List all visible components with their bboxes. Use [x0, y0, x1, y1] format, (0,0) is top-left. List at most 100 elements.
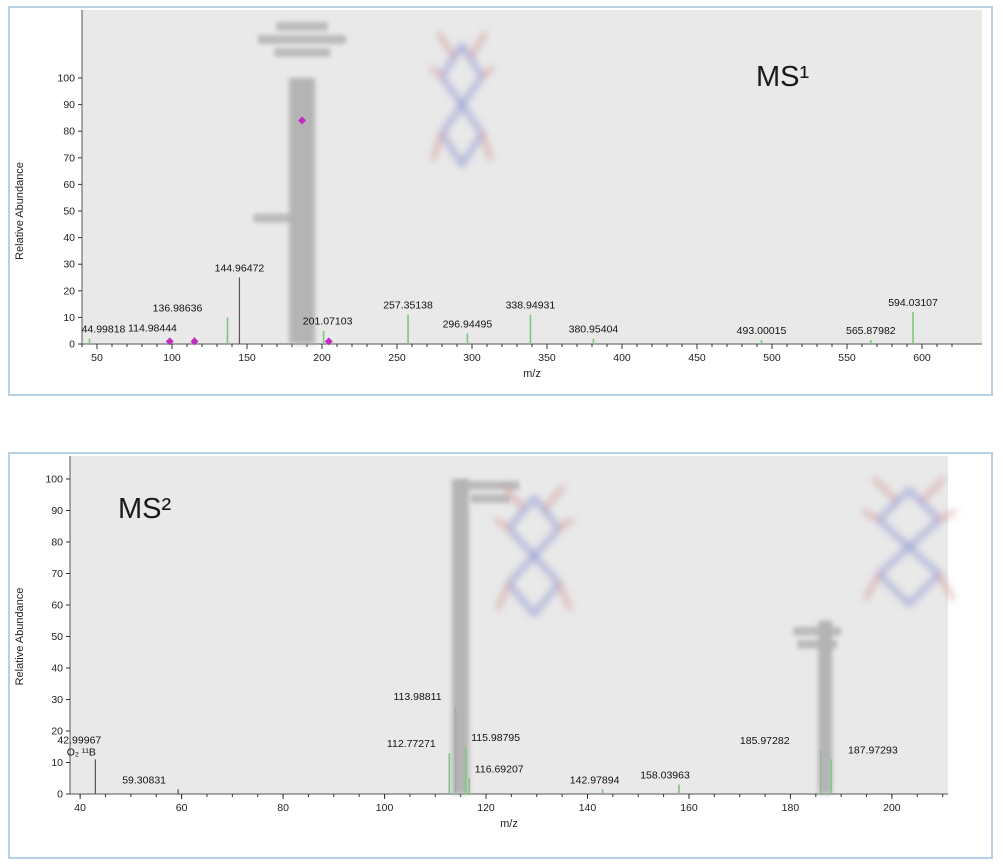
y-tick-label: 0 [57, 789, 63, 801]
peak-label: 113.98811 [393, 691, 441, 703]
y-tick-label: 20 [63, 285, 75, 297]
peak-label: 136.98636 [153, 302, 203, 314]
peak-label: 115.98795 [471, 732, 520, 744]
peak-label: 380.95404 [569, 324, 619, 336]
y-tick-label: 70 [63, 152, 75, 164]
peak-label: 257.35138 [383, 300, 433, 312]
peak-label: 493.00015 [737, 325, 787, 337]
ms2-chart: 0 10 20 30 40 50 60 70 80 90 100 40 60 80 100 120 140 160… [14, 456, 956, 830]
x-tick-label: 500 [763, 352, 781, 364]
x-tick-label: 250 [388, 352, 406, 364]
axes: 0 10 20 30 40 50 60 70 80 90 100 50 100 150 200 250 300 3… [57, 10, 982, 364]
peak-label: 59.30831 [122, 774, 166, 786]
x-tick-label: 200 [313, 352, 331, 364]
peak-label: 112.77271 [387, 738, 436, 750]
blurred-peak-label [274, 48, 331, 57]
x-tick-label: 180 [782, 802, 800, 814]
axes: 0 10 20 30 40 50 60 70 80 90 100 40 60 80 100 120 140 160… [45, 456, 948, 814]
peak-label: 142.97894 [570, 774, 620, 786]
x-tick-label: 300 [463, 352, 481, 364]
blurred-peak-label [797, 639, 838, 649]
x-tick-label: 140 [579, 802, 597, 814]
y-tick-label: 60 [51, 600, 63, 612]
peak-label: 187.97293 [848, 744, 898, 756]
y-tick-label: 100 [57, 73, 75, 85]
y-tick-label: 90 [63, 99, 75, 111]
blurred-main-peak [451, 479, 469, 794]
peak-label: 594.03107 [888, 297, 938, 309]
y-tick-label: 60 [63, 179, 75, 191]
x-tick-label: 160 [680, 802, 698, 814]
y-axis-title: Relative Abundance [14, 588, 26, 686]
y-tick-label: 30 [63, 259, 75, 271]
x-tick-label: 450 [688, 352, 706, 364]
x-tick-label: 550 [838, 352, 856, 364]
magenta-diamond-marker [298, 116, 307, 125]
x-axis-title: m/z [500, 818, 518, 830]
peak-label: 114.98444 [128, 322, 177, 334]
peak-sub-label: O₂ ¹¹B [67, 746, 96, 758]
ms2-spectrum-panel: 0 10 20 30 40 50 60 70 80 90 100 40 60 80 100 120 140 160… [8, 452, 993, 859]
blurred-annotation [253, 213, 298, 223]
x-tick-label: 60 [176, 802, 188, 814]
chart-title: MS¹ [756, 61, 810, 93]
magenta-diamond-marker [190, 337, 199, 346]
magenta-diamond-marker [165, 337, 174, 346]
blurred-main-peak [818, 620, 833, 794]
x-tick-label: 50 [91, 352, 103, 364]
peak-label: 338.94931 [506, 300, 556, 312]
y-tick-label: 0 [69, 339, 75, 351]
blurred-peak-label [793, 626, 842, 636]
blurred-peak-label [276, 22, 329, 31]
y-tick-label: 20 [51, 726, 63, 738]
magenta-diamond-marker [324, 337, 333, 346]
peak-label: 44.99818 [82, 324, 126, 336]
x-tick-label: 400 [613, 352, 631, 364]
blurred-peak-label [470, 494, 511, 503]
y-tick-label: 50 [63, 206, 75, 218]
peak-label: 185.97282 [740, 735, 790, 747]
x-tick-label: 100 [163, 352, 181, 364]
y-tick-label: 80 [51, 537, 63, 549]
x-axis-title: m/z [523, 368, 541, 380]
plot-area-background [70, 456, 948, 794]
chart-title: MS² [118, 493, 172, 525]
peak-label: 42.99967 [57, 734, 101, 746]
peak-label: 144.96472 [215, 263, 265, 275]
plot-area-background [82, 10, 982, 344]
y-axis-title: Relative Abundance [14, 162, 26, 260]
x-tick-label: 600 [913, 352, 931, 364]
molecular-structure-blurred [862, 477, 956, 607]
peak-label: 116.69207 [475, 763, 524, 775]
x-tick-label: 150 [238, 352, 256, 364]
x-tick-label: 40 [74, 802, 86, 814]
blurred-peak-label [461, 481, 520, 490]
ms1-chart: 0 10 20 30 40 50 60 70 80 90 100 50 100 150 200 250 300 3… [14, 10, 982, 380]
y-tick-label: 30 [51, 694, 63, 706]
y-tick-label: 10 [63, 312, 75, 324]
y-tick-label: 90 [51, 505, 63, 517]
peak-label: 296.94495 [443, 318, 493, 330]
peak-label: 201.07103 [303, 316, 353, 328]
blurred-peak-label [258, 35, 347, 44]
x-tick-label: 100 [376, 802, 394, 814]
y-tick-label: 40 [51, 663, 63, 675]
y-tick-label: 10 [51, 757, 63, 769]
peak-label: 158.03963 [640, 770, 690, 782]
x-tick-label: 200 [883, 802, 901, 814]
y-tick-label: 100 [45, 474, 63, 486]
peak-label: 565.87982 [846, 325, 896, 337]
y-tick-label: 40 [63, 232, 75, 244]
ms1-spectrum-panel: 0 10 20 30 40 50 60 70 80 90 100 50 100 150 200 250 300 3… [8, 6, 993, 396]
y-tick-label: 80 [63, 126, 75, 138]
x-tick-label: 350 [538, 352, 556, 364]
x-tick-label: 120 [477, 802, 495, 814]
molecular-structure-blurred [430, 32, 494, 168]
peaks: 44.99818 114.98444 136.98636 144.96472 201.0… [82, 22, 938, 344]
y-tick-label: 50 [51, 631, 63, 643]
x-tick-label: 80 [277, 802, 289, 814]
molecular-structure-blurred [494, 485, 574, 617]
y-tick-label: 70 [51, 568, 63, 580]
